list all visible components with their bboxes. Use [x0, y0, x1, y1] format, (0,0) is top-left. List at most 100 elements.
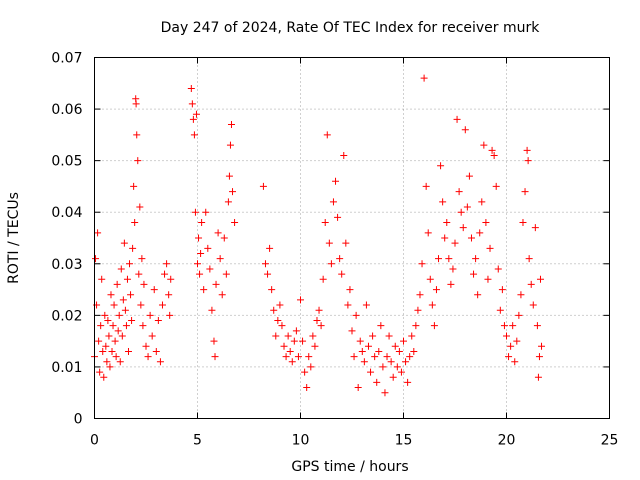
- data-point: [313, 317, 321, 325]
- data-point: [226, 141, 234, 149]
- data-point: [132, 100, 140, 108]
- data-points-layer: [91, 74, 546, 397]
- data-point: [494, 265, 502, 273]
- data-point: [412, 322, 420, 330]
- data-point: [108, 347, 116, 355]
- data-point: [486, 244, 494, 252]
- data-point: [371, 353, 379, 361]
- data-point: [305, 353, 313, 361]
- data-point: [484, 275, 492, 283]
- data-point: [284, 332, 292, 340]
- data-point: [292, 327, 300, 335]
- data-point: [229, 188, 237, 196]
- data-point: [383, 353, 391, 361]
- grid-layer: [94, 57, 610, 419]
- ticks-layer: 0 0.01 0.02 0.03 0.04 0.05 0.06 0.07 0 5 10 15 20 25: [51, 51, 618, 449]
- data-point: [148, 332, 156, 340]
- data-point: [509, 322, 517, 330]
- data-point: [476, 229, 484, 237]
- data-point: [311, 342, 319, 350]
- data-point: [524, 157, 532, 165]
- data-point: [428, 301, 436, 309]
- data-point: [95, 337, 103, 345]
- data-point: [294, 353, 302, 361]
- data-point: [426, 275, 434, 283]
- data-point: [192, 110, 200, 118]
- data-point: [533, 322, 541, 330]
- data-point: [447, 280, 455, 288]
- data-point: [276, 301, 284, 309]
- data-point: [117, 265, 125, 273]
- data-point: [463, 203, 471, 211]
- data-point: [515, 311, 523, 319]
- data-point: [158, 301, 166, 309]
- data-point: [150, 286, 158, 294]
- data-point: [364, 342, 372, 350]
- x-tick-label: 25: [601, 433, 619, 449]
- data-point: [340, 151, 348, 159]
- y-tick-label: 0.07: [51, 51, 82, 67]
- data-point: [455, 188, 463, 196]
- data-point: [375, 347, 383, 355]
- data-point: [130, 182, 138, 190]
- x-tick-label: 5: [193, 433, 202, 449]
- data-point: [344, 301, 352, 309]
- data-point: [297, 296, 304, 304]
- data-point: [492, 182, 500, 190]
- data-point: [505, 353, 513, 361]
- chart-title: Day 247 of 2024, Rate Of TEC Index for r…: [161, 20, 541, 36]
- data-point: [435, 255, 443, 263]
- data-point: [424, 229, 432, 237]
- y-tick-label: 0.02: [51, 308, 82, 324]
- data-point: [500, 322, 508, 330]
- data-point: [379, 363, 387, 371]
- data-point: [187, 84, 195, 92]
- data-point: [418, 260, 426, 268]
- data-point: [264, 270, 272, 278]
- data-point: [410, 347, 418, 355]
- data-point: [488, 146, 496, 154]
- data-point: [190, 131, 198, 139]
- data-point: [118, 332, 126, 340]
- data-point: [323, 131, 331, 139]
- data-point: [480, 141, 488, 149]
- data-point: [406, 353, 414, 361]
- data-point: [358, 347, 366, 355]
- data-point: [197, 249, 205, 257]
- data-point: [352, 311, 360, 319]
- data-point: [109, 322, 117, 330]
- data-point: [261, 260, 269, 268]
- data-point: [439, 198, 447, 206]
- data-point: [94, 229, 102, 237]
- data-point: [134, 157, 142, 165]
- data-point: [377, 322, 385, 330]
- data-point: [356, 337, 364, 345]
- data-point: [126, 260, 134, 268]
- data-point: [299, 337, 307, 345]
- data-point: [224, 198, 232, 206]
- data-point: [536, 275, 544, 283]
- data-point: [139, 322, 147, 330]
- data-point: [511, 358, 519, 366]
- data-point: [529, 301, 537, 309]
- data-point: [507, 342, 515, 350]
- data-point: [535, 353, 543, 361]
- data-point: [196, 270, 204, 278]
- data-point: [408, 332, 416, 340]
- data-point: [317, 322, 325, 330]
- data-point: [188, 100, 196, 108]
- data-point: [103, 358, 111, 366]
- data-point: [362, 301, 370, 309]
- data-point: [218, 291, 226, 299]
- data-point: [490, 151, 498, 159]
- data-point: [350, 353, 358, 361]
- data-point: [527, 280, 535, 288]
- data-point: [531, 224, 539, 232]
- data-point: [385, 332, 393, 340]
- data-point: [472, 255, 480, 263]
- data-point: [200, 286, 208, 294]
- data-point: [467, 234, 475, 242]
- data-point: [441, 234, 449, 242]
- data-point: [146, 311, 154, 319]
- data-point: [280, 342, 288, 350]
